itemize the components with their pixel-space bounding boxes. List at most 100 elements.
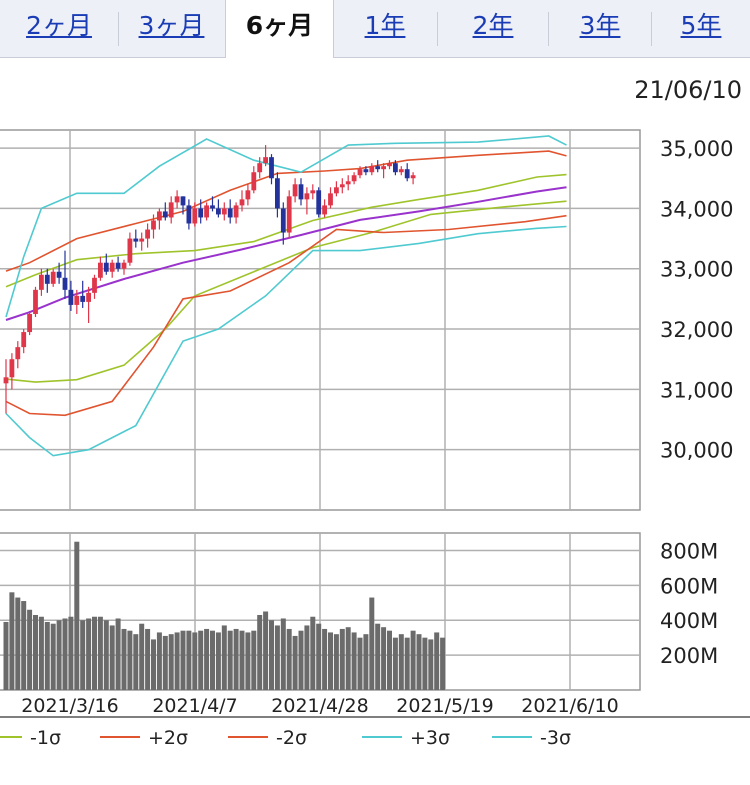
candle-body: [310, 190, 316, 194]
tab-3-months[interactable]: 3ヶ月: [138, 11, 205, 40]
tab-separator: [118, 12, 119, 46]
volume-bar: [298, 630, 304, 690]
volume-bar: [186, 630, 192, 690]
volume-tick-label: 800M: [660, 539, 718, 563]
candle-body: [393, 163, 398, 173]
volume-bar: [392, 637, 398, 690]
candle-body: [68, 289, 74, 305]
candle-body: [381, 166, 386, 170]
candle-body: [198, 208, 204, 218]
volume-bar: [33, 614, 38, 690]
tab-5-years[interactable]: 5年: [680, 11, 722, 40]
volume-bar: [280, 618, 286, 690]
candle-body: [339, 184, 345, 188]
volume-bar: [251, 630, 257, 690]
volume-bar: [428, 639, 434, 690]
candle-body: [257, 163, 263, 173]
candle-body: [210, 205, 215, 209]
tab-6-months[interactable]: 6ヶ月: [225, 0, 334, 58]
date-tick-label: 2021/4/7: [152, 695, 237, 717]
volume-bar: [345, 627, 351, 690]
volume-bar: [74, 541, 80, 690]
candle-body: [86, 292, 91, 302]
band-m3: [5, 225, 567, 457]
tab-2-years[interactable]: 2年: [472, 11, 514, 40]
legend-label: +2σ: [148, 727, 188, 749]
period-tabs: 2ヶ月 3ヶ月 6ヶ月 1年 2年 3年 5年: [0, 0, 750, 58]
price-tick-label: 35,000: [660, 137, 733, 161]
candle-body: [251, 172, 257, 191]
candle-body: [275, 178, 280, 209]
volume-bar: [62, 618, 68, 690]
candle-body: [387, 163, 392, 167]
volume-bar: [274, 625, 280, 690]
volume-bar: [239, 630, 245, 690]
volume-bar: [357, 637, 363, 690]
volume-bar: [180, 630, 186, 690]
candle-body: [375, 166, 381, 170]
candle-body: [174, 196, 180, 203]
volume-bar: [139, 623, 145, 690]
date-tick-label: 2021/4/28: [271, 695, 368, 717]
candle-body: [98, 262, 103, 278]
candle-body: [233, 205, 239, 218]
candle-body: [204, 205, 209, 218]
candle-body: [263, 157, 268, 164]
volume-bar: [351, 632, 357, 690]
price-grid: [0, 129, 641, 511]
price-tick-label: 33,000: [660, 258, 733, 282]
legend: -1σ +2σ -2σ +3σ -3σ: [0, 727, 571, 749]
candle-body: [369, 166, 375, 173]
volume-bar: [115, 618, 121, 690]
volume-bar: [328, 632, 333, 690]
volume-bar: [221, 625, 227, 690]
volume-bar: [422, 637, 428, 690]
volume-bar: [103, 620, 109, 690]
volume-bar: [97, 616, 103, 690]
volume-bar: [204, 628, 210, 690]
candle-body: [44, 274, 50, 284]
candle-body: [286, 196, 292, 233]
date-tick-label: 2021/5/19: [396, 695, 493, 717]
candle-body: [157, 211, 162, 221]
volume-bar: [339, 628, 345, 690]
bollinger-bands: [5, 135, 567, 457]
volume-bar: [9, 592, 15, 690]
volume-bar: [109, 625, 115, 690]
volume-bar: [333, 634, 339, 690]
candle-body: [9, 359, 15, 378]
volume-bar: [192, 632, 198, 690]
price-tick-label: 32,000: [660, 318, 733, 342]
volume-bar: [198, 630, 204, 690]
band-m1: [5, 200, 567, 383]
candle-body: [334, 187, 339, 194]
tab-1-year[interactable]: 1年: [364, 11, 406, 40]
candle-body: [398, 169, 404, 173]
volume-tick-label: 600M: [660, 574, 718, 598]
volume-bar: [322, 628, 328, 690]
chart-date: 21/06/10: [634, 76, 742, 104]
volume-bar: [86, 618, 92, 690]
volume-bar: [168, 634, 174, 690]
volume-bar: [227, 630, 233, 690]
volume-bar: [38, 616, 44, 690]
volume-bar: [210, 630, 215, 690]
volume-bar: [215, 632, 221, 690]
candle-body: [121, 262, 127, 269]
candle-body: [109, 262, 115, 272]
candle-body: [39, 274, 44, 290]
tab-separator: [548, 12, 549, 46]
candle-body: [127, 238, 133, 263]
date-axis: 2021/3/16 2021/4/7 2021/4/28 2021/5/19 2021/…: [0, 695, 750, 718]
tab-2-months[interactable]: 2ヶ月: [26, 11, 92, 40]
volume-tick-label: 400M: [660, 609, 718, 633]
candle-body: [168, 202, 174, 218]
tab-3-years[interactable]: 3年: [579, 11, 621, 40]
candle-body: [151, 220, 156, 230]
candle-body: [115, 262, 121, 269]
tab-separator: [651, 12, 652, 46]
volume-bar: [162, 635, 168, 690]
volume-bar: [257, 614, 263, 690]
candle-body: [304, 193, 310, 200]
volume-bar: [68, 616, 74, 690]
